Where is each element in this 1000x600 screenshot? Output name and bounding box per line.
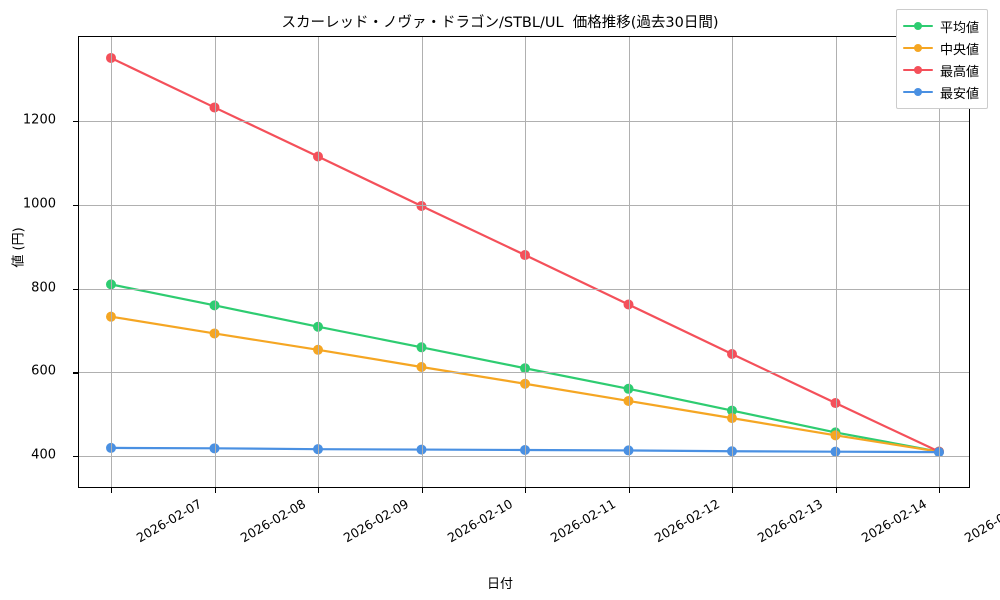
legend-item-label: 最高値 — [939, 64, 979, 80]
legend-item-label: 平均値 — [939, 20, 979, 36]
y-axis-tick-mark — [73, 372, 79, 374]
legend-color-swatch-icon — [902, 86, 933, 98]
x-axis-tick-mark — [835, 487, 837, 493]
grid-line-vertical — [939, 37, 940, 487]
chart-legend: 平均値中央値最高値最安値 — [895, 9, 988, 109]
y-axis-tick-mark — [73, 288, 79, 290]
x-axis-tick-mark — [421, 487, 423, 493]
grid-line-horizontal — [79, 120, 969, 122]
y-axis-tick-label: 1000 — [22, 196, 56, 212]
legend-color-swatch-icon — [902, 42, 933, 54]
legend-item-2[interactable]: 中央値 — [902, 37, 979, 59]
x-axis-tick-mark — [318, 487, 320, 493]
x-axis-tick-mark — [111, 487, 113, 493]
grid-line-vertical — [525, 37, 526, 487]
legend-item-4[interactable]: 最安値 — [902, 81, 979, 103]
y-axis-tick-mark — [73, 456, 79, 458]
y-axis-tick-label: 800 — [31, 280, 56, 296]
grid-line-horizontal — [79, 372, 969, 374]
grid-line-vertical — [318, 37, 319, 487]
x-axis-tick-label: 2026-02-11 — [547, 496, 619, 546]
grid-line-vertical — [628, 37, 630, 487]
x-axis-tick-label: 2026-02-09 — [340, 496, 412, 546]
legend-color-swatch-icon — [902, 64, 933, 76]
y-axis-tick-labels: 400 600 800 1000 1200 — [0, 36, 68, 488]
y-axis-tick-label: 600 — [31, 363, 56, 379]
x-axis-tick-label: 2026-02-14 — [858, 496, 929, 546]
chart-title: スカーレッド・ノヴァ・ドラゴン/STBL/UL 価格推移(過去30日間) — [281, 15, 719, 31]
grid-line-vertical — [421, 37, 423, 487]
y-axis-tick-mark — [73, 120, 79, 122]
x-axis-tick-label: 2026-02-15 — [961, 496, 1000, 546]
x-axis-tick-label: 2026-02-08 — [237, 496, 308, 546]
x-axis-tick-mark — [732, 487, 734, 493]
grid-line-horizontal — [79, 288, 969, 290]
x-axis-label: 日付 — [486, 577, 513, 592]
y-axis-tick-mark — [73, 204, 79, 206]
legend-item-3[interactable]: 最高値 — [902, 59, 979, 81]
x-axis-tick-mark — [214, 487, 216, 493]
grid-line-vertical — [835, 37, 837, 487]
legend-item-1[interactable]: 平均値 — [902, 15, 979, 37]
x-axis-tick-mark — [628, 487, 630, 493]
x-axis-tick-label: 2026-02-07 — [133, 496, 205, 546]
y-axis-tick-label: 400 — [31, 447, 56, 463]
plot-area — [73, 36, 970, 493]
grid-line-horizontal — [79, 204, 969, 206]
y-axis-tick-label: 1200 — [22, 112, 56, 128]
grid-line-vertical — [732, 37, 733, 487]
x-axis-tick-label: 2026-02-12 — [651, 496, 722, 546]
legend-color-swatch-icon — [902, 20, 933, 32]
x-axis-tick-label: 2026-02-13 — [754, 496, 826, 546]
x-axis-tick-label: 2026-02-10 — [444, 496, 515, 546]
x-axis-tick-mark — [939, 487, 941, 493]
y-axis-label: 値 (円) — [11, 227, 27, 268]
legend-item-label: 中央値 — [939, 42, 979, 58]
x-axis-tick-mark — [525, 487, 527, 493]
grid-line-vertical — [214, 37, 216, 487]
grid-line-vertical — [111, 37, 112, 487]
x-axis-tick-labels: 2026-02-07 2026-02-08 2026-02-09 2026-02-10… — [78, 488, 1000, 558]
grid-line-horizontal — [79, 456, 969, 458]
legend-item-label: 最安値 — [939, 86, 979, 102]
